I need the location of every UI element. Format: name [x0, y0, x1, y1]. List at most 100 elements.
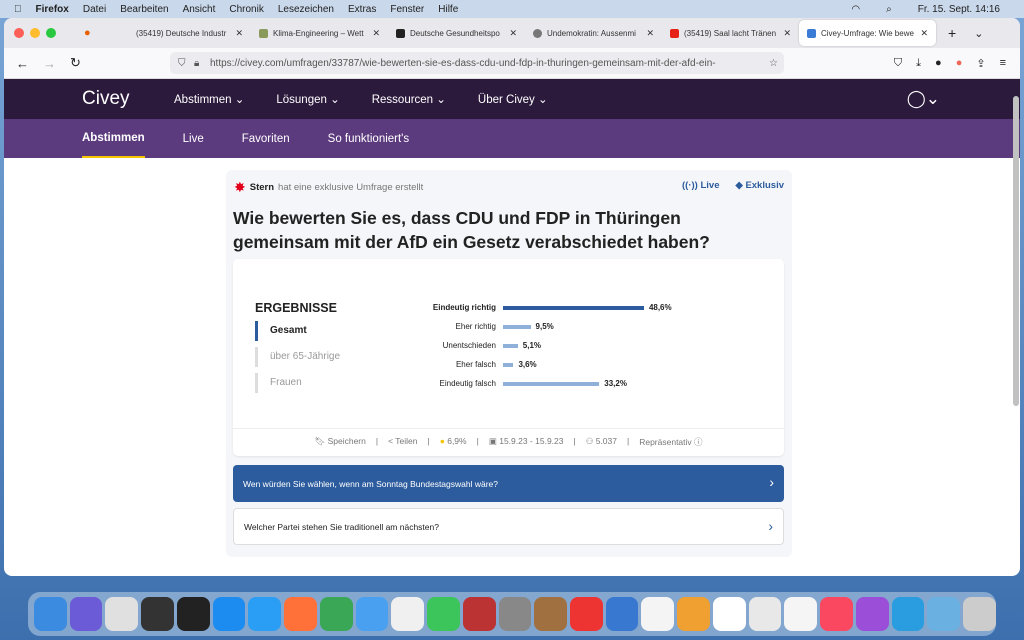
- bookmark-star-icon[interactable]: ☆: [769, 57, 778, 69]
- chevron-right-icon: ›: [768, 518, 773, 534]
- dock-app-icon[interactable]: [319, 597, 353, 631]
- minimize-window-button[interactable]: [30, 28, 40, 38]
- tab[interactable]: Undemokratin: Aussenmi ✕: [525, 20, 662, 46]
- menu-icon[interactable]: ≡: [999, 56, 1006, 69]
- civey-logo[interactable]: Civey: [82, 88, 130, 109]
- tab-active[interactable]: Civey-Umfrage: Wie bewe ✕: [799, 20, 936, 46]
- dock-app-icon[interactable]: [34, 597, 67, 631]
- tab[interactable]: (35419) Saal lacht Tränen ✕: [662, 20, 799, 46]
- live-badge[interactable]: ((·)) Live: [682, 180, 720, 191]
- save-button[interactable]: 🔖︎ Speichern: [314, 436, 366, 446]
- close-tab-icon[interactable]: ✕: [920, 27, 928, 38]
- dock-app-icon[interactable]: [570, 597, 603, 631]
- dock-app-icon[interactable]: [498, 597, 532, 631]
- download-icon[interactable]: ⤓: [916, 56, 922, 69]
- info-icon: ⓘ: [694, 437, 703, 447]
- dot-icon: ●: [439, 436, 445, 446]
- menu-datei[interactable]: Datei: [75, 3, 106, 15]
- dock-app-icon[interactable]: [427, 597, 460, 631]
- close-tab-icon[interactable]: ✕: [235, 27, 243, 38]
- new-tab-button[interactable]: +: [948, 25, 957, 41]
- close-window-button[interactable]: [14, 28, 24, 38]
- dock-app-icon[interactable]: [712, 597, 746, 631]
- nav-loesungen[interactable]: Lösungen ⌄: [276, 94, 340, 106]
- dock-app-icon[interactable]: [891, 597, 925, 631]
- segment-frauen[interactable]: Frauen: [255, 373, 302, 393]
- tab[interactable]: (35419) Deutsche Industr ✕: [114, 20, 251, 46]
- search-icon[interactable]: ⌕: [886, 3, 892, 15]
- dock-app-icon[interactable]: [462, 597, 496, 631]
- share-button[interactable]: < Teilen: [388, 436, 418, 446]
- scrollbar[interactable]: [1013, 96, 1019, 406]
- next-question-1[interactable]: Wen würden Sie wählen, wenn am Sonntag B…: [233, 465, 784, 502]
- subnav-abstimmen[interactable]: Abstimmen: [82, 120, 145, 158]
- reload-icon[interactable]: ↻: [70, 55, 81, 70]
- share-icon[interactable]: ⇪: [976, 57, 986, 70]
- tab[interactable]: Klima-Engineering – Wett ✕: [251, 20, 388, 46]
- dock-app-icon[interactable]: [820, 597, 853, 631]
- back-icon[interactable]: ←: [16, 55, 29, 71]
- dock-app-icon[interactable]: [176, 597, 210, 631]
- result-value: 5,1%: [522, 341, 542, 350]
- close-tab-icon[interactable]: ✕: [783, 27, 791, 38]
- nav-abstimmen[interactable]: Abstimmen ⌄: [174, 94, 245, 106]
- tab[interactable]: Deutsche Gesundheitspo ✕: [388, 20, 525, 46]
- zoom-window-button[interactable]: [46, 28, 56, 38]
- next-question-2[interactable]: Welcher Partei stehen Sie traditionell a…: [233, 508, 784, 545]
- dock-app-icon[interactable]: [284, 597, 317, 631]
- subnav-favoriten[interactable]: Favoriten: [241, 132, 290, 145]
- menu-chronik[interactable]: Chronik: [221, 3, 263, 15]
- menu-extras[interactable]: Extras: [340, 3, 376, 15]
- menu-firefox[interactable]: Firefox: [28, 3, 69, 15]
- dock-app-icon[interactable]: [641, 597, 675, 631]
- segment-ueber-65[interactable]: über 65-Jährige: [255, 347, 340, 367]
- dock-app-icon[interactable]: [355, 597, 389, 631]
- subnav-so-funktionierts[interactable]: So funktioniert's: [327, 132, 410, 145]
- user-account-icon[interactable]: ◯⌄: [906, 89, 940, 108]
- apple-icon[interactable]: : [14, 4, 22, 15]
- menu-bearbeiten[interactable]: Bearbeiten: [112, 3, 168, 15]
- dock-app-icon[interactable]: [677, 597, 710, 631]
- dock-app-icon[interactable]: [534, 597, 568, 631]
- poll-source[interactable]: Stern: [249, 182, 275, 193]
- nav-ueber-civey[interactable]: Über Civey ⌄: [477, 94, 548, 106]
- nav-ressourcen[interactable]: Ressourcen ⌄: [371, 94, 446, 106]
- extension-v-icon[interactable]: ●: [935, 56, 942, 69]
- menu-ansicht[interactable]: Ansicht: [175, 3, 216, 15]
- close-tab-icon[interactable]: ✕: [646, 27, 654, 38]
- lock-icon: 🔒︎: [194, 57, 200, 69]
- dock-app-icon[interactable]: [391, 597, 425, 631]
- share-icon: <: [388, 436, 394, 446]
- favicon: [259, 28, 268, 38]
- clock[interactable]: Fr. 15. Sept. 14:16: [917, 3, 1000, 15]
- subnav-live[interactable]: Live: [182, 132, 204, 145]
- representative-info[interactable]: Repräsentativ ⓘ: [639, 437, 703, 447]
- result-label: Eher falsch: [455, 360, 496, 369]
- dock-app-icon[interactable]: [105, 597, 139, 631]
- subnav: Abstimmen Live Favoriten So funktioniert…: [4, 119, 1020, 158]
- firefox-icon[interactable]: ●: [84, 27, 91, 39]
- pocket-icon[interactable]: ⛉: [893, 56, 903, 69]
- dock-app-icon[interactable]: [212, 597, 246, 631]
- close-tab-icon[interactable]: ✕: [509, 27, 517, 38]
- dock-app-icon[interactable]: [141, 597, 174, 631]
- menu-fenster[interactable]: Fenster: [382, 3, 424, 15]
- nav-toolbar: ← → ↻ ⛉ 🔒︎ https://civey.com/umfragen/3378…: [4, 48, 1020, 79]
- dock-app-icon[interactable]: [748, 597, 782, 631]
- dock-app-icon[interactable]: [69, 597, 103, 631]
- dock-app-icon[interactable]: [855, 597, 889, 631]
- dock-app-icon[interactable]: [605, 597, 639, 631]
- dock-app-icon[interactable]: [963, 597, 996, 631]
- dock-app-icon[interactable]: [927, 597, 961, 631]
- dock-app-icon[interactable]: [784, 597, 818, 631]
- segment-gesamt[interactable]: Gesamt: [255, 321, 307, 341]
- menu-lesezeichen[interactable]: Lesezeichen: [270, 3, 334, 15]
- menu-hilfe[interactable]: Hilfe: [430, 3, 458, 15]
- dock-app-icon[interactable]: [248, 597, 282, 631]
- forward-icon[interactable]: →: [43, 55, 56, 71]
- wifi-icon[interactable]: ◠: [851, 3, 861, 15]
- url-bar[interactable]: ⛉ 🔒︎ https://civey.com/umfragen/33787/wie-…: [170, 52, 784, 74]
- close-tab-icon[interactable]: ✕: [372, 27, 380, 38]
- tab-list-chevron-icon[interactable]: ⌄: [974, 27, 984, 40]
- duckduckgo-icon[interactable]: ●: [955, 56, 963, 69]
